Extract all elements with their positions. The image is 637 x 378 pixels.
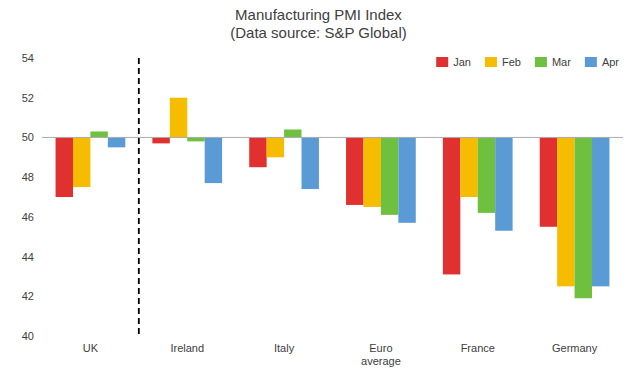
legend-item: Apr <box>585 56 619 68</box>
x-tick-label: Germany <box>552 342 598 354</box>
bar <box>73 137 90 187</box>
legend-swatch <box>585 57 597 67</box>
bar <box>495 137 512 230</box>
x-tick-label: France <box>461 342 495 354</box>
bar <box>443 137 460 274</box>
legend-swatch <box>436 57 448 67</box>
bar <box>267 137 284 157</box>
legend-item: Mar <box>535 56 571 68</box>
bar <box>398 137 415 222</box>
x-tick-label: Euroaverage <box>361 342 401 367</box>
y-tick-label: 52 <box>22 92 34 104</box>
bar <box>205 137 222 183</box>
legend-item: Jan <box>436 56 471 68</box>
bar <box>540 137 557 226</box>
x-tick-label: UK <box>83 342 99 354</box>
x-tick-label: Ireland <box>170 342 204 354</box>
legend-swatch <box>535 57 547 67</box>
reference-line <box>42 137 623 138</box>
separator-line <box>138 58 140 336</box>
y-tick-label: 44 <box>22 251 34 263</box>
x-tick-label: Italy <box>274 342 295 354</box>
legend-swatch <box>485 57 497 67</box>
bar <box>108 137 125 147</box>
legend-label: Feb <box>502 56 521 68</box>
legend: Jan Feb Mar Apr <box>436 56 619 68</box>
bar <box>346 137 363 205</box>
y-tick-label: 48 <box>22 171 34 183</box>
legend-item: Feb <box>485 56 521 68</box>
bar <box>592 137 609 286</box>
legend-label: Apr <box>602 56 619 68</box>
bar <box>152 137 169 143</box>
y-tick-label: 40 <box>22 330 34 342</box>
bar <box>460 137 477 197</box>
bar <box>249 137 266 167</box>
bar <box>187 137 204 141</box>
legend-label: Jan <box>453 56 471 68</box>
chart: Manufacturing PMI Index(Data source: S&P… <box>0 0 637 378</box>
bar <box>90 131 107 137</box>
bar <box>284 129 301 137</box>
bar <box>170 98 187 138</box>
y-tick-label: 54 <box>22 52 34 64</box>
title: Manufacturing PMI Index(Data source: S&P… <box>230 6 406 41</box>
y-tick-label: 50 <box>22 131 34 143</box>
bar <box>478 137 495 212</box>
bar <box>56 137 73 197</box>
bar <box>557 137 574 286</box>
bar <box>575 137 592 298</box>
legend-label: Mar <box>552 56 571 68</box>
bar <box>363 137 380 207</box>
bar <box>381 137 398 214</box>
y-tick-label: 46 <box>22 211 34 223</box>
y-tick-label: 42 <box>22 290 34 302</box>
bar <box>302 137 319 189</box>
